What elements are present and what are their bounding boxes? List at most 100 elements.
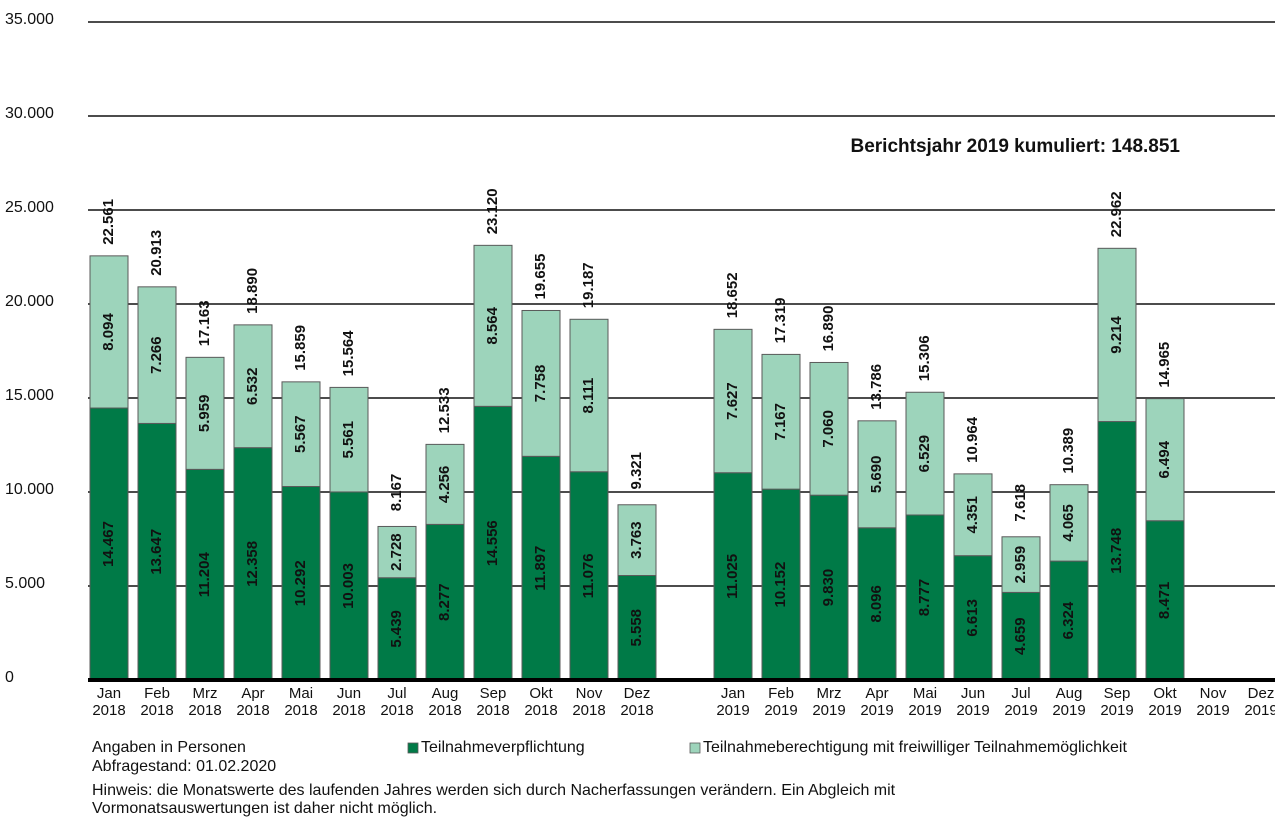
bar-segment: [425, 443, 465, 525]
value-label: 11.025: [724, 554, 741, 599]
value-label: 8.096: [868, 585, 885, 623]
value-label: 6.324: [1060, 601, 1077, 639]
x-tick-label: Nov 2018: [572, 685, 606, 719]
y-tick-label: 30.000: [5, 105, 54, 122]
bar-segment: [1001, 591, 1041, 681]
value-label: 5.561: [340, 421, 357, 459]
bar-segment: [521, 455, 561, 681]
y-tick-label: 10.000: [5, 481, 54, 498]
bar-segment: [89, 407, 129, 681]
bar-segment: [569, 471, 609, 681]
footnote: Hinweis: die Monatswerte des laufenden J…: [92, 782, 896, 799]
x-tick-label: Aug 2018: [428, 685, 462, 719]
bar-segment: [1001, 536, 1041, 593]
bar-segment: [1049, 560, 1089, 681]
total-label: 19.187: [580, 262, 597, 308]
x-tick-label: Dez 2018: [620, 685, 654, 719]
x-tick-label: Aug 2019: [1052, 685, 1086, 719]
value-label: 13.748: [1108, 528, 1125, 574]
x-tick-label-box: Jan 2019: [716, 685, 750, 719]
total-label: 18.652: [724, 272, 741, 318]
total-label: 10.389: [1060, 428, 1077, 474]
bar-segment: [857, 420, 897, 529]
bar-segment: [329, 386, 369, 493]
bar-segment: [617, 504, 657, 577]
x-tick-label: Dez 2019: [1244, 685, 1275, 719]
value-label: 7.167: [772, 403, 789, 441]
x-tick-label-box: Jun 2018: [332, 685, 365, 719]
x-tick-label-box: Apr 2018: [236, 685, 270, 719]
total-label: 10.964: [964, 416, 981, 463]
bar-segment: [713, 328, 753, 474]
value-label: 8.564: [484, 306, 501, 344]
annotation: Berichtsjahr 2019 kumuliert: 148.851: [850, 136, 1180, 157]
bar-segment: [617, 575, 657, 681]
legend-swatch: [407, 742, 419, 754]
total-label: 16.890: [820, 306, 837, 352]
value-label: 11.897: [532, 546, 549, 591]
note: Abfragestand: 01.02.2020: [92, 758, 276, 775]
total-label: 15.306: [916, 335, 933, 381]
legend-label: Teilnahmeverpflichtung: [421, 739, 585, 756]
x-tick-label-box: Sep 2018: [476, 685, 509, 719]
y-tick-label: 5.000: [5, 575, 45, 592]
x-tick-label: Mai 2019: [908, 685, 942, 719]
bar-segment: [233, 447, 273, 681]
value-label: 13.647: [148, 529, 165, 575]
total-label: 17.319: [772, 297, 789, 343]
total-label: 12.533: [436, 387, 453, 433]
x-tick-label: Mai 2018: [284, 685, 318, 719]
value-label: 8.111: [580, 378, 597, 414]
total-label: 18.890: [244, 268, 261, 314]
x-tick-label-box: Feb 2019: [764, 685, 798, 719]
y-tick-label: 15.000: [5, 387, 54, 404]
bar-segment: [281, 486, 321, 681]
value-label: 10.292: [292, 560, 309, 606]
x-tick-label: Sep 2019: [1100, 685, 1134, 719]
x-tick-label-box: Feb 2018: [140, 685, 174, 719]
bar-segment: [521, 309, 561, 457]
note: Angaben in Personen: [92, 739, 246, 756]
x-tick-label-box: Okt 2018: [524, 685, 557, 719]
x-tick-label: Apr 2018: [236, 685, 270, 719]
x-tick-label: Jun 2019: [956, 685, 990, 719]
total-label: 15.564: [340, 330, 357, 377]
bar-segment: [185, 356, 225, 470]
value-label: 14.467: [100, 521, 117, 567]
legend-swatch: [689, 742, 701, 754]
value-label: 7.758: [532, 365, 549, 403]
value-label: 4.659: [1012, 617, 1029, 655]
bar-segment: [1145, 398, 1185, 522]
value-label: 7.266: [148, 336, 165, 374]
bar-segment: [1097, 247, 1137, 423]
value-label: 10.152: [772, 562, 789, 608]
value-label: 5.558: [628, 609, 645, 647]
total-label: 23.120: [484, 188, 501, 234]
value-label: 6.532: [244, 367, 261, 405]
value-label: 5.690: [868, 456, 885, 494]
x-tick-label: Nov 2019: [1196, 685, 1230, 719]
value-label: 5.439: [388, 610, 405, 648]
value-label: 4.065: [1060, 504, 1077, 542]
total-label: 20.913: [148, 230, 165, 276]
x-tick-label-box: Aug 2018: [428, 685, 462, 719]
value-label: 4.256: [436, 466, 453, 504]
y-tick-label: 25.000: [5, 199, 54, 216]
y-tick-label: 35.000: [5, 11, 54, 28]
total-label: 9.321: [628, 452, 645, 490]
y-tick-label: 20.000: [5, 293, 54, 310]
legend-label: Teilnahmeberechtigung mit freiwilliger T…: [703, 739, 1127, 756]
total-label: 13.786: [868, 364, 885, 410]
x-tick-label: Feb 2019: [764, 685, 798, 719]
value-label: 5.567: [292, 415, 309, 453]
value-label: 2.959: [1012, 546, 1029, 584]
x-tick-label: Feb 2018: [140, 685, 174, 719]
bar-segment: [281, 381, 321, 488]
x-tick-label-box: Sep 2019: [1100, 685, 1134, 719]
x-tick-label: Mrz 2019: [812, 685, 846, 719]
x-tick-label-box: Nov 2018: [572, 685, 606, 719]
x-tick-label: Jan 2019: [716, 685, 750, 719]
value-label: 6.613: [964, 599, 981, 637]
bar-segment: [809, 361, 849, 496]
